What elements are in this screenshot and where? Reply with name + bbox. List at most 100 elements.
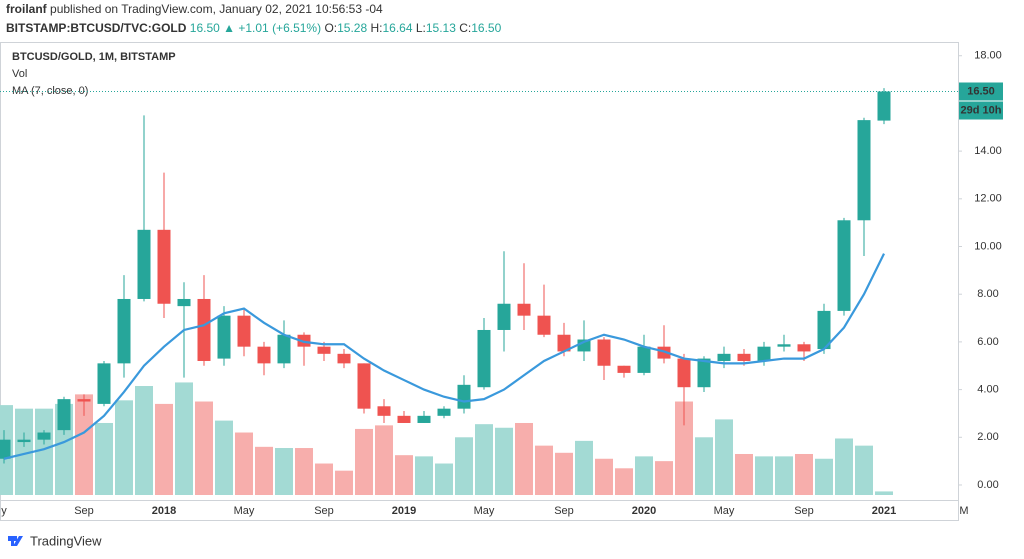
x-tick-label: 2018 — [152, 505, 176, 517]
x-tick-label: 2021 — [872, 505, 896, 517]
volume-bar — [435, 463, 453, 495]
volume-bar — [755, 456, 773, 495]
volume-bar — [515, 422, 533, 495]
volume-bar — [215, 420, 233, 495]
price-label-box — [959, 82, 1003, 101]
logo-shape — [13, 536, 23, 546]
x-tick-label: Sep — [794, 505, 814, 517]
candle-body — [37, 432, 51, 440]
volume-bar — [15, 408, 33, 495]
candle-body — [377, 406, 391, 416]
x-tick-label: Sep — [74, 505, 94, 517]
x-tick-label: May — [474, 505, 495, 517]
y-tick-label: 12.00 — [974, 193, 1002, 205]
candle-body — [837, 220, 851, 311]
x-tick-label: Sep — [554, 505, 574, 517]
y-tick-label: 2.00 — [977, 431, 998, 443]
last: 16.50 — [190, 21, 220, 35]
o: 15.28 — [337, 21, 367, 35]
volume-bar — [475, 424, 493, 495]
header-line: froilanf published on TradingView.com, J… — [6, 2, 383, 16]
footer-logo — [8, 536, 23, 546]
volume-bar — [315, 463, 333, 495]
volume-bar — [175, 382, 193, 495]
candle-body — [577, 339, 591, 352]
h: 16.64 — [382, 21, 412, 35]
h-label: H: — [370, 21, 382, 35]
volume-bar — [135, 386, 153, 495]
candle-body — [617, 365, 631, 373]
price-label: 16.50 — [967, 85, 995, 97]
candle-body — [337, 353, 351, 364]
candle-body — [777, 344, 791, 347]
plot — [0, 88, 893, 495]
x-tick-label: M — [959, 505, 968, 517]
x-tick-label: 2020 — [632, 505, 656, 517]
y-tick-label: 18.00 — [974, 50, 1002, 62]
volume-bar — [195, 401, 213, 495]
candle-body — [137, 229, 151, 299]
candle-body — [317, 346, 331, 354]
legend-ma: MA (7, close, 0) — [12, 85, 88, 97]
x-tick-label: 2019 — [392, 505, 416, 517]
candle-body — [97, 363, 111, 404]
volume-bar — [275, 448, 293, 495]
legend-main: BTCUSD/GOLD, 1M, BITSTAMP — [12, 51, 176, 63]
candle-body — [797, 344, 811, 352]
volume-bar — [575, 440, 593, 495]
volume-bar — [75, 394, 93, 495]
volume-bar — [655, 461, 673, 495]
volume-bar — [675, 401, 693, 495]
candle-body — [17, 439, 31, 443]
y-tick-label: 6.00 — [977, 336, 998, 348]
volume-bar — [775, 456, 793, 495]
volume-bar — [695, 437, 713, 495]
ma-line — [3, 253, 885, 460]
candle-body — [117, 298, 131, 364]
c-label: C: — [459, 21, 471, 35]
candle-body — [817, 310, 831, 350]
volume-bar — [615, 468, 633, 495]
candle-body — [697, 358, 711, 388]
y-tick-label: 10.00 — [974, 240, 1002, 252]
y-tick-label: 0.00 — [977, 479, 998, 491]
volume-bar — [395, 455, 413, 495]
logo-shape — [11, 541, 14, 546]
candle-body — [177, 298, 191, 307]
candle-body — [457, 384, 471, 409]
volume-bar — [255, 446, 273, 495]
candle-body — [877, 91, 891, 121]
candle-body — [737, 353, 751, 361]
volume-bar — [35, 408, 53, 495]
candle-body — [57, 399, 71, 431]
candle-body — [437, 408, 451, 416]
change: ▲ +1.01 (+6.51%) — [223, 21, 321, 35]
candle-body — [597, 339, 611, 366]
candle-body — [857, 120, 871, 221]
y-tick-label: 4.00 — [977, 384, 998, 396]
x-tick-label: May — [714, 505, 735, 517]
volume-bar — [635, 456, 653, 495]
volume-bar — [415, 456, 433, 495]
candle-body — [397, 415, 411, 423]
volume-bar — [715, 419, 733, 495]
candle-body — [217, 315, 231, 359]
l-label: L: — [416, 21, 426, 35]
y-tick-label: 8.00 — [977, 288, 998, 300]
volume-bar — [235, 432, 253, 495]
volume-bar — [495, 427, 513, 495]
candle-body — [357, 363, 371, 409]
candle-body — [477, 329, 491, 388]
volume-bar — [595, 458, 613, 495]
volume-bar — [875, 491, 893, 495]
x-tick-label: y — [1, 505, 7, 517]
volume-bar — [535, 445, 553, 495]
volume-bar — [455, 437, 473, 495]
publisher: froilanf — [6, 2, 48, 16]
logo-shape — [8, 536, 17, 541]
candle-body — [237, 315, 251, 347]
candle-body — [637, 346, 651, 373]
volume-bar — [335, 470, 353, 495]
